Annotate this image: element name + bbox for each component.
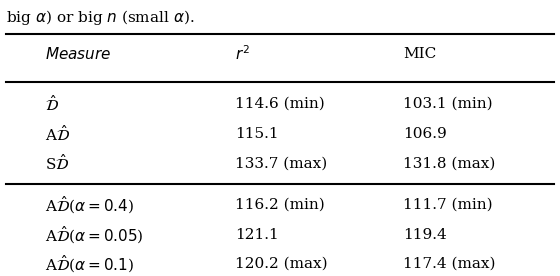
Text: $\hat{\mathcal{D}}$: $\hat{\mathcal{D}}$	[45, 94, 59, 114]
Text: 121.1: 121.1	[235, 228, 279, 242]
Text: S$\hat{\mathcal{D}}$: S$\hat{\mathcal{D}}$	[45, 153, 69, 173]
Text: 115.1: 115.1	[235, 127, 279, 140]
Text: A$\hat{\mathcal{D}}$($\alpha = 0.1$): A$\hat{\mathcal{D}}$($\alpha = 0.1$)	[45, 253, 134, 275]
Text: A$\hat{\mathcal{D}}$($\alpha = 0.4$): A$\hat{\mathcal{D}}$($\alpha = 0.4$)	[45, 194, 134, 216]
Text: A$\hat{\mathcal{D}}$: A$\hat{\mathcal{D}}$	[45, 124, 70, 144]
Text: 119.4: 119.4	[403, 228, 447, 242]
Text: 117.4 (max): 117.4 (max)	[403, 257, 496, 271]
Text: 120.2 (max): 120.2 (max)	[235, 257, 328, 271]
Text: MIC: MIC	[403, 47, 436, 61]
Text: 116.2 (min): 116.2 (min)	[235, 198, 325, 212]
Text: 131.8 (max): 131.8 (max)	[403, 156, 496, 170]
Text: big $\alpha$) or big $n$ (small $\alpha$).: big $\alpha$) or big $n$ (small $\alpha$…	[6, 8, 194, 27]
Text: 106.9: 106.9	[403, 127, 447, 140]
Text: 133.7 (max): 133.7 (max)	[235, 156, 328, 170]
Text: 103.1 (min): 103.1 (min)	[403, 97, 493, 111]
Text: 114.6 (min): 114.6 (min)	[235, 97, 325, 111]
Text: 111.7 (min): 111.7 (min)	[403, 198, 493, 212]
Text: $r^2$: $r^2$	[235, 45, 250, 63]
Text: $\mathit{Measure}$: $\mathit{Measure}$	[45, 46, 111, 62]
Text: A$\hat{\mathcal{D}}$($\alpha = 0.05$): A$\hat{\mathcal{D}}$($\alpha = 0.05$)	[45, 224, 143, 246]
